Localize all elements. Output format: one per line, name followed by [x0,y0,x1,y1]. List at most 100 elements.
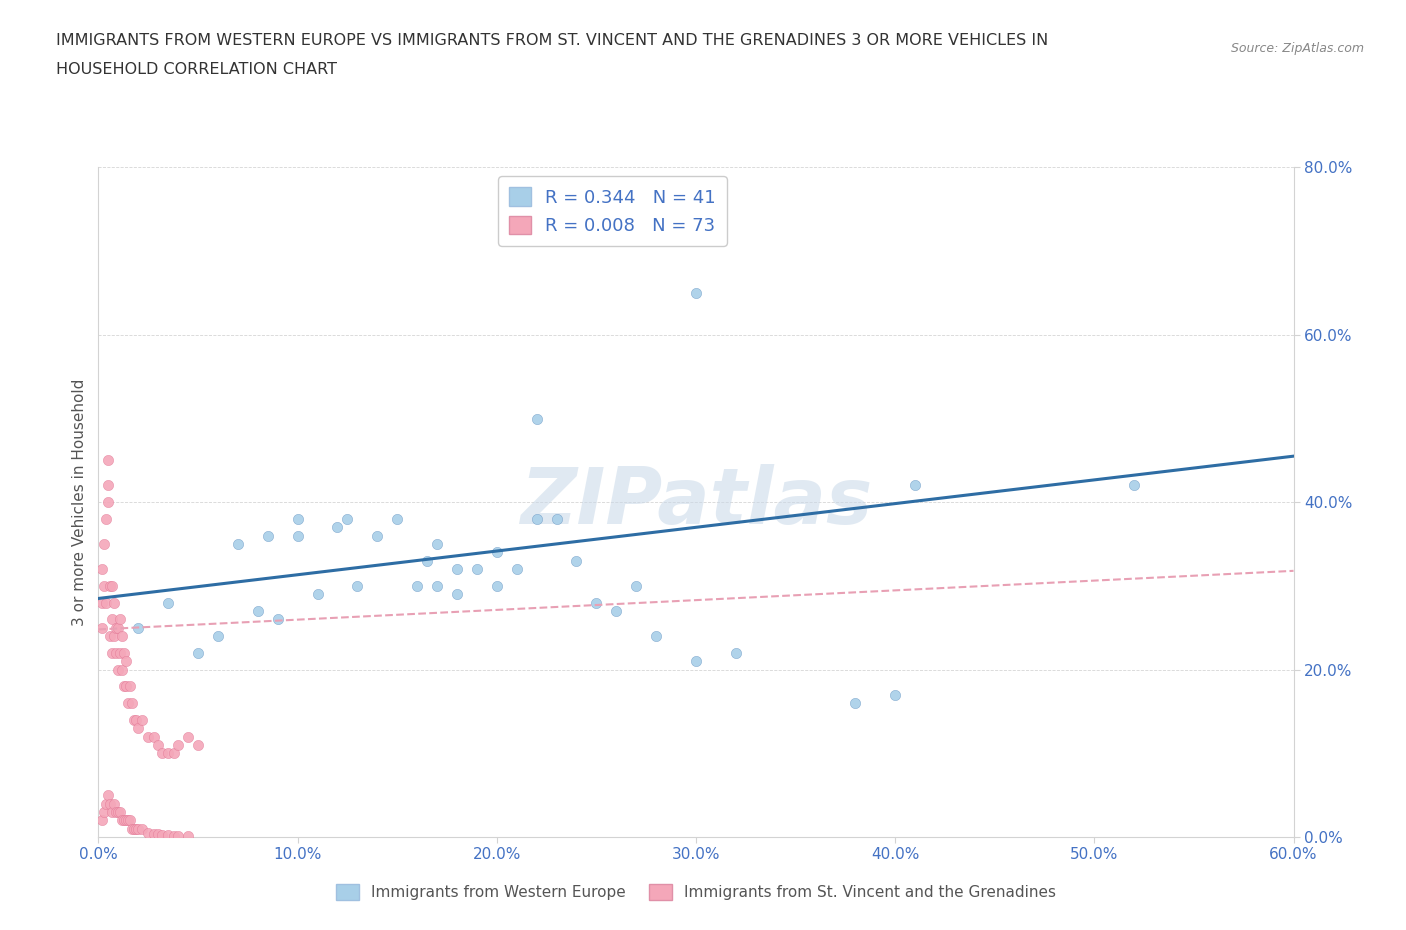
Point [115,813,138,828]
Point [844,696,866,711]
Point [506,562,529,577]
Point [112,645,135,660]
Point [127,721,149,736]
Point [110,645,132,660]
Point [103,796,125,811]
Point [91,595,114,610]
Point [105,620,128,635]
Point [150,828,173,843]
Point [226,537,249,551]
Point [167,737,190,752]
Text: HOUSEHOLD CORRELATION CHART: HOUSEHOLD CORRELATION CHART [56,62,337,77]
Point [103,629,125,644]
Point [187,737,209,752]
Point [124,821,146,836]
Point [115,654,138,669]
Point [112,679,135,694]
Point [904,478,927,493]
Point [163,829,186,844]
Point [426,537,449,551]
Point [585,595,607,610]
Point [111,813,134,828]
Point [157,595,180,610]
Point [366,528,388,543]
Point [93,537,115,551]
Point [111,662,134,677]
Point [117,813,139,828]
Point [136,826,159,841]
Point [157,746,180,761]
Point [97,453,120,468]
Point [307,587,329,602]
Point [91,813,114,828]
Point [127,620,149,635]
Point [105,645,128,660]
Point [110,804,132,819]
Point [177,829,200,844]
Point [685,286,707,300]
Point [131,712,153,727]
Point [207,629,229,644]
Point [385,512,409,526]
Point [121,821,143,836]
Point [121,696,143,711]
Point [485,545,508,560]
Point [105,804,128,819]
Point [117,696,139,711]
Point [110,612,132,627]
Point [336,512,359,526]
Point [416,553,439,568]
Point [546,512,568,526]
Point [103,595,125,610]
Text: IMMIGRANTS FROM WESTERN EUROPE VS IMMIGRANTS FROM ST. VINCENT AND THE GRENADINES: IMMIGRANTS FROM WESTERN EUROPE VS IMMIGR… [56,33,1049,47]
Y-axis label: 3 or more Vehicles in Household: 3 or more Vehicles in Household [72,379,87,626]
Point [167,829,190,844]
Point [884,687,907,702]
Point [187,645,209,660]
Point [136,729,159,744]
Point [111,629,134,644]
Point [96,512,118,526]
Point [93,804,115,819]
Point [112,813,135,828]
Point [645,629,668,644]
Point [177,729,200,744]
Point [91,562,114,577]
Point [107,620,129,635]
Point [446,562,468,577]
Point [127,821,149,836]
Point [125,712,148,727]
Point [1123,478,1146,493]
Point [565,553,588,568]
Point [163,746,186,761]
Point [465,562,488,577]
Point [426,578,449,593]
Point [97,478,120,493]
Point [131,821,153,836]
Point [148,737,170,752]
Point [446,587,468,602]
Point [605,604,627,618]
Point [246,604,269,618]
Point [115,679,138,694]
Point [256,528,278,543]
Point [526,411,548,426]
Point [624,578,647,593]
Text: ZIPatlas: ZIPatlas [520,464,872,540]
Point [101,612,124,627]
Point [107,804,129,819]
Point [91,620,114,635]
Text: Source: ZipAtlas.com: Source: ZipAtlas.com [1230,42,1364,55]
Point [98,796,122,811]
Point [107,662,129,677]
Point [143,827,166,842]
Point [96,595,118,610]
Point [101,645,124,660]
Point [98,578,122,593]
Point [101,804,124,819]
Point [724,645,747,660]
Point [120,813,142,828]
Point [406,578,429,593]
Point [97,495,120,510]
Point [125,821,148,836]
